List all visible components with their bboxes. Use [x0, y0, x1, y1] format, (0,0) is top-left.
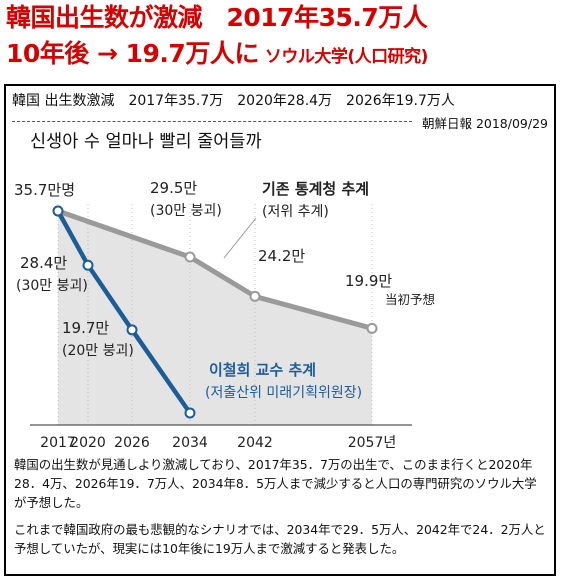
- label-2020-new: 28.4만: [20, 254, 67, 272]
- label-2057-old: 19.9만: [345, 272, 392, 290]
- data-point-old-2042: [249, 290, 261, 302]
- label-2034-old-sub: (30만 붕괴): [150, 203, 222, 219]
- legend-new-sub: (저출산위 미래기획위원장): [205, 385, 362, 401]
- legend-old-sub: (저위 추계): [262, 204, 329, 220]
- label-2057-note: 当初予想: [385, 292, 435, 307]
- headline-source: ソウル大学(人口研究): [264, 47, 429, 67]
- label-2026-new-sub: (20만 붕괴): [62, 343, 134, 359]
- label-2042-old: 24.2만: [258, 247, 305, 265]
- note-paragraph-1: 韓国の出生数が見通しより激減しており、2017年35．7万の出生で、このまま行く…: [14, 457, 537, 510]
- x-tick-label: 2020: [70, 435, 106, 451]
- series-line-old: [57, 208, 373, 331]
- x-tick-label: 2057년: [348, 435, 397, 451]
- headline-line-2-main: 10年後 → 19.7万人に: [6, 39, 259, 68]
- series-line-new: [56, 209, 192, 415]
- x-tick-label: 2042: [237, 435, 273, 451]
- label-2020-new-sub: (30만 붕괴): [16, 278, 88, 294]
- data-point-new-2034: [184, 407, 196, 419]
- chart-title: 신생아 수 얼마나 빨리 줄어들까: [30, 132, 262, 152]
- x-tick-label: 2026: [114, 435, 150, 451]
- data-point-new-2017: [52, 205, 64, 217]
- source-line: 朝鮮日報 2018/09/29: [421, 116, 548, 131]
- legend-new-name: 이철희 교수 추계: [209, 361, 316, 379]
- data-point-new-2026: [126, 324, 138, 336]
- data-point-old-2034: [184, 251, 196, 263]
- data-point-old-2057: [366, 322, 378, 334]
- label-2017: 35.7만명: [14, 181, 75, 199]
- label-2034-old: 29.5만: [150, 179, 197, 197]
- headline-line-1: 韓国出生数が激減 2017年35.7万人: [6, 3, 428, 32]
- sub-caption: 韓国 出生数激減 2017年35.7万 2020年28.4万 2026年19.7…: [12, 93, 455, 109]
- legend-leader-line: [223, 217, 257, 259]
- divider: [12, 121, 412, 122]
- x-tick-label: 2017: [40, 435, 76, 451]
- data-point-new-2020: [82, 259, 94, 271]
- x-tick-label: 2034: [172, 435, 208, 451]
- projection-area: [58, 211, 372, 425]
- headline-line-2: 10年後 → 19.7万人に ソウル大学(人口研究): [6, 41, 556, 66]
- legend-old-name: 기존 통계청 추계: [262, 180, 369, 198]
- note-paragraph-2: これまで韓国政府の最も悲観的なシナリオでは、2034年で29．5万人、2042年…: [14, 522, 546, 556]
- label-2026-new: 19.7만: [62, 319, 109, 337]
